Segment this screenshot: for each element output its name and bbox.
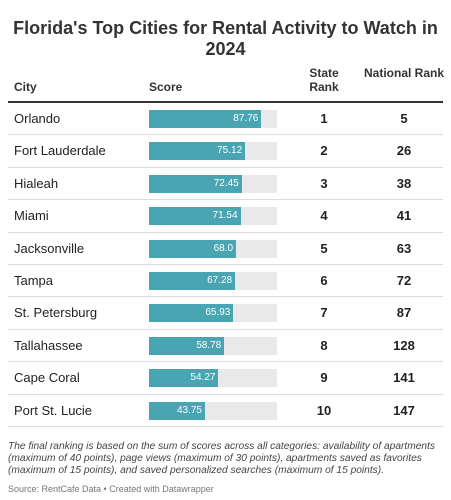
national-rank-value: 26 — [396, 143, 412, 159]
header-divider — [8, 101, 443, 103]
score-value-label: 68.0 — [213, 242, 234, 254]
score-value-label: 87.76 — [233, 113, 259, 124]
city-name: Fort Lauderdale — [14, 143, 106, 159]
score-bar: 72.45 — [149, 174, 242, 193]
state-rank-value: 10 — [316, 402, 332, 418]
score-bar: 87.76 — [149, 110, 262, 128]
table-row: Fort Lauderdale 75.12 2 26 — [8, 135, 443, 168]
state-rank-value: 5 — [320, 240, 328, 256]
score-bar-track: 72.45 — [149, 174, 277, 193]
score-bar-track: 65.93 — [149, 304, 277, 323]
state-rank-value: 3 — [320, 175, 328, 191]
score-value-label: 75.12 — [217, 145, 243, 157]
national-rank-value: 38 — [396, 175, 412, 191]
table-row: Tallahassee 58.78 8 128 — [8, 330, 443, 363]
table-row: Miami 71.54 4 41 — [8, 200, 443, 233]
city-name: Tampa — [14, 272, 54, 288]
city-name: Hialeah — [14, 175, 59, 191]
state-rank-value: 8 — [320, 337, 328, 353]
state-rank-value: 2 — [320, 143, 328, 159]
score-bar-track: 71.54 — [149, 207, 277, 226]
score-bar: 43.75 — [149, 401, 205, 420]
city-name: Tallahassee — [14, 337, 83, 353]
national-rank-value: 72 — [396, 272, 412, 288]
state-rank-value: 4 — [320, 208, 328, 224]
table-body: Orlando 87.76 1 5 Fort Lauderdale 75.12 2 26 Hia… — [8, 103, 443, 427]
city-name: Orlando — [14, 111, 61, 126]
score-value-label: 65.93 — [205, 307, 231, 319]
state-rank-value: 7 — [320, 305, 328, 321]
score-value-label: 67.28 — [207, 274, 233, 286]
city-name: Jacksonville — [14, 240, 85, 256]
table-row: St. Petersburg 65.93 7 87 — [8, 297, 443, 330]
score-bar-track: 87.76 — [149, 110, 277, 128]
score-bar-track: 58.78 — [149, 336, 277, 355]
table-header: City Score State Rank National Rank — [8, 66, 445, 104]
score-value-label: 54.27 — [190, 372, 216, 384]
state-rank-value: 1 — [320, 111, 328, 126]
header-city: City — [14, 80, 37, 94]
city-name: Miami — [14, 208, 49, 224]
city-name: Port St. Lucie — [14, 402, 93, 418]
score-bar-track: 67.28 — [149, 271, 277, 290]
footnote: The final ranking is based on the sum of… — [8, 441, 435, 476]
score-bar: 75.12 — [149, 142, 246, 161]
state-rank-value: 9 — [320, 370, 328, 386]
score-value-label: 72.45 — [213, 177, 239, 189]
score-bar-track: 54.27 — [149, 369, 277, 388]
national-rank-value: 63 — [396, 240, 412, 256]
table-row: Hialeah 72.45 3 38 — [8, 168, 443, 201]
national-rank-value: 5 — [400, 111, 408, 126]
score-bar: 71.54 — [149, 207, 241, 226]
score-bar: 54.27 — [149, 369, 219, 388]
city-name: Cape Coral — [14, 370, 80, 386]
header-state-rank: State Rank — [309, 66, 339, 94]
header-national-rank: National Rank — [364, 66, 445, 80]
national-rank-value: 147 — [393, 402, 415, 418]
city-name: St. Petersburg — [14, 305, 98, 321]
score-bar: 67.28 — [149, 271, 236, 290]
national-rank-value: 141 — [393, 370, 415, 386]
source-credit: Source: RentCafe Data • Created with Dat… — [8, 484, 214, 494]
score-bar-track: 75.12 — [149, 142, 277, 161]
state-rank-value: 6 — [320, 272, 328, 288]
table-row: Port St. Lucie 43.75 10 147 — [8, 395, 443, 427]
national-rank-value: 41 — [396, 208, 412, 224]
score-bar: 68.0 — [149, 239, 237, 258]
table-row: Jacksonville 68.0 5 63 — [8, 233, 443, 265]
score-value-label: 71.54 — [212, 210, 238, 222]
table-row: Tampa 67.28 6 72 — [8, 265, 443, 298]
score-value-label: 43.75 — [176, 404, 202, 416]
score-bar-track: 68.0 — [149, 239, 277, 258]
score-bar: 58.78 — [149, 336, 225, 355]
score-value-label: 58.78 — [196, 339, 222, 351]
table-row: Cape Coral 54.27 9 141 — [8, 362, 443, 395]
score-bar-track: 43.75 — [149, 401, 277, 420]
national-rank-value: 128 — [393, 337, 415, 353]
national-rank-value: 87 — [396, 305, 412, 321]
header-score: Score — [149, 80, 183, 94]
score-bar: 65.93 — [149, 304, 234, 323]
chart-title: Florida's Top Cities for Rental Activity… — [13, 18, 438, 59]
table-row: Orlando 87.76 1 5 — [8, 103, 443, 136]
